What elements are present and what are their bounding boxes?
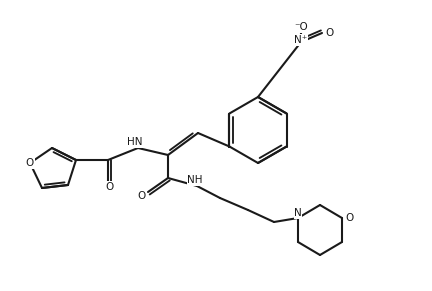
Text: O: O: [346, 213, 354, 223]
Text: N⁺: N⁺: [294, 35, 308, 45]
Text: O: O: [26, 158, 34, 168]
Text: ⁻O: ⁻O: [294, 22, 308, 32]
Text: O: O: [326, 28, 334, 38]
Text: O: O: [106, 182, 114, 192]
Text: NH: NH: [187, 175, 203, 185]
Text: HN: HN: [127, 137, 143, 147]
Text: N: N: [294, 208, 302, 218]
Text: O: O: [138, 191, 146, 201]
